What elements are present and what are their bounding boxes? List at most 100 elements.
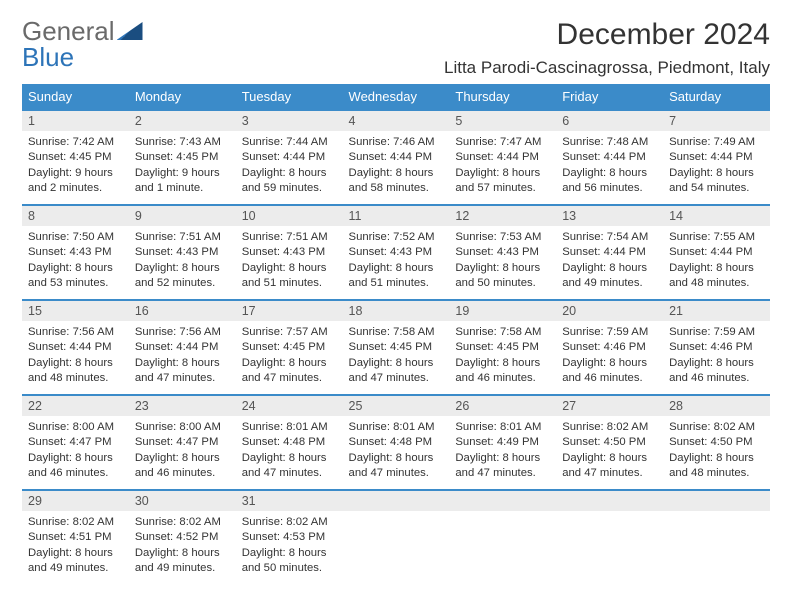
sunrise-line: Sunrise: 7:54 AM	[562, 231, 648, 243]
brand-triangle-icon	[117, 22, 143, 40]
brand-part2: Blue	[22, 42, 74, 72]
day-detail: Sunrise: 7:44 AM Sunset: 4:44 PM Daylight:…	[236, 131, 343, 205]
day-number: 20	[556, 300, 663, 321]
daylight-line: Daylight: 8 hours and 46 minutes.	[135, 452, 220, 479]
day-number: 4	[343, 110, 450, 131]
daylight-line: Daylight: 8 hours and 47 minutes.	[242, 357, 327, 384]
daylight-line: Daylight: 8 hours and 46 minutes.	[455, 357, 540, 384]
sunset-line: Sunset: 4:44 PM	[349, 151, 433, 163]
day-number: 30	[129, 490, 236, 511]
day-detail: Sunrise: 8:02 AMSunset: 4:50 PMDaylight:…	[663, 416, 770, 490]
day-number: 21	[663, 300, 770, 321]
sunrise-line: Sunrise: 8:02 AM	[135, 516, 221, 528]
daylight-line: Daylight: 8 hours and 46 minutes.	[28, 452, 113, 479]
daynum-row: 293031	[22, 490, 770, 511]
sunset-line: Sunset: 4:44 PM	[455, 151, 539, 163]
daylight-line: Daylight: 8 hours and 49 minutes.	[28, 547, 113, 574]
brand-text: General Blue	[22, 18, 143, 70]
sunrise-line: Sunrise: 7:59 AM	[669, 326, 755, 338]
weekday-sunday: Sunday	[22, 84, 129, 110]
sunset-line: Sunset: 4:44 PM	[669, 246, 753, 258]
day-number: 25	[343, 395, 450, 416]
sunrise-line: Sunrise: 7:48 AM	[562, 136, 648, 148]
day-detail: Sunrise: 8:01 AMSunset: 4:49 PMDaylight:…	[449, 416, 556, 490]
empty-cell	[343, 490, 450, 511]
sunset-line: Sunset: 4:48 PM	[349, 436, 433, 448]
sunrise-line: Sunrise: 7:51 AM	[135, 231, 221, 243]
sunset-line: Sunset: 4:47 PM	[28, 436, 112, 448]
daylight-line: Daylight: 8 hours and 47 minutes.	[349, 357, 434, 384]
sunset-line: Sunset: 4:43 PM	[28, 246, 112, 258]
day-number: 1	[22, 110, 129, 131]
sunset-line: Sunset: 4:53 PM	[242, 531, 326, 543]
daynum-row: 1234567	[22, 110, 770, 131]
empty-cell	[449, 490, 556, 511]
day-detail: Sunrise: 8:02 AMSunset: 4:52 PMDaylight:…	[129, 511, 236, 584]
daynum-row: 891011121314	[22, 205, 770, 226]
daylight-line: Daylight: 8 hours and 47 minutes.	[562, 452, 647, 479]
sunrise-line: Sunrise: 8:02 AM	[669, 421, 755, 433]
daylight-line: Daylight: 8 hours and 54 minutes.	[669, 167, 754, 194]
day-number: 14	[663, 205, 770, 226]
day-detail: Sunrise: 8:00 AMSunset: 4:47 PMDaylight:…	[129, 416, 236, 490]
sunrise-line: Sunrise: 8:01 AM	[349, 421, 435, 433]
sunset-line: Sunset: 4:46 PM	[669, 341, 753, 353]
daylight-line: Daylight: 8 hours and 47 minutes.	[349, 452, 434, 479]
calendar-table: Sunday Monday Tuesday Wednesday Thursday…	[22, 84, 770, 584]
daynum-row: 15161718192021	[22, 300, 770, 321]
daylight-line: Daylight: 8 hours and 47 minutes.	[242, 452, 327, 479]
day-number: 16	[129, 300, 236, 321]
sunset-line: Sunset: 4:45 PM	[28, 151, 112, 163]
weekday-thursday: Thursday	[449, 84, 556, 110]
empty-cell	[343, 511, 450, 584]
day-detail: Sunrise: 7:53 AMSunset: 4:43 PMDaylight:…	[449, 226, 556, 300]
daylight-line: Daylight: 9 hours and 2 minutes.	[28, 167, 113, 194]
sunset-line: Sunset: 4:45 PM	[455, 341, 539, 353]
daylight-line: Daylight: 8 hours and 58 minutes.	[349, 167, 434, 194]
sunrise-line: Sunrise: 7:44 AM	[242, 136, 328, 148]
empty-cell	[556, 511, 663, 584]
sunset-line: Sunset: 4:46 PM	[562, 341, 646, 353]
sunrise-line: Sunrise: 7:53 AM	[455, 231, 541, 243]
sunset-line: Sunset: 4:44 PM	[242, 151, 326, 163]
weekday-tuesday: Tuesday	[236, 84, 343, 110]
sunrise-line: Sunrise: 8:00 AM	[135, 421, 221, 433]
daylight-line: Daylight: 9 hours and 1 minute.	[135, 167, 220, 194]
sunrise-line: Sunrise: 8:01 AM	[242, 421, 328, 433]
daynum-row: 22232425262728	[22, 395, 770, 416]
sunrise-line: Sunrise: 8:02 AM	[242, 516, 328, 528]
sunrise-line: Sunrise: 7:43 AM	[135, 136, 221, 148]
day-detail: Sunrise: 7:59 AMSunset: 4:46 PMDaylight:…	[556, 321, 663, 395]
detail-row: Sunrise: 7:50 AMSunset: 4:43 PMDaylight:…	[22, 226, 770, 300]
sunset-line: Sunset: 4:51 PM	[28, 531, 112, 543]
sunrise-line: Sunrise: 8:02 AM	[28, 516, 114, 528]
day-number: 17	[236, 300, 343, 321]
sunset-line: Sunset: 4:45 PM	[349, 341, 433, 353]
day-number: 18	[343, 300, 450, 321]
detail-row: Sunrise: 8:02 AM Sunset: 4:51 PM Daylight:…	[22, 511, 770, 584]
sunrise-line: Sunrise: 7:51 AM	[242, 231, 328, 243]
day-detail: Sunrise: 7:59 AM Sunset: 4:46 PM Daylight:…	[663, 321, 770, 395]
weekday-header-row: Sunday Monday Tuesday Wednesday Thursday…	[22, 84, 770, 110]
day-detail: Sunrise: 7:56 AMSunset: 4:44 PMDaylight:…	[22, 321, 129, 395]
detail-row: Sunrise: 7:42 AMSunset: 4:45 PMDaylight:…	[22, 131, 770, 205]
daylight-line: Daylight: 8 hours and 53 minutes.	[28, 262, 113, 289]
day-detail: Sunrise: 7:43 AMSunset: 4:45 PMDaylight:…	[129, 131, 236, 205]
sunrise-line: Sunrise: 7:49 AM	[669, 136, 755, 148]
sunrise-line: Sunrise: 7:57 AM	[242, 326, 328, 338]
empty-cell	[449, 511, 556, 584]
daylight-line: Daylight: 8 hours and 56 minutes.	[562, 167, 647, 194]
day-detail: Sunrise: 7:50 AMSunset: 4:43 PMDaylight:…	[22, 226, 129, 300]
day-detail: Sunrise: 7:46 AMSunset: 4:44 PMDaylight:…	[343, 131, 450, 205]
daylight-line: Daylight: 8 hours and 46 minutes.	[669, 357, 754, 384]
sunset-line: Sunset: 4:52 PM	[135, 531, 219, 543]
day-detail: Sunrise: 7:58 AMSunset: 4:45 PMDaylight:…	[343, 321, 450, 395]
detail-row: Sunrise: 8:00 AM Sunset: 4:47 PM Daylight:…	[22, 416, 770, 490]
day-detail: Sunrise: 8:01 AM Sunset: 4:48 PM Daylight:…	[343, 416, 450, 490]
day-detail: Sunrise: 8:01 AMSunset: 4:48 PMDaylight:…	[236, 416, 343, 490]
day-detail: Sunrise: 7:51 AMSunset: 4:43 PMDaylight:…	[129, 226, 236, 300]
daylight-line: Daylight: 8 hours and 51 minutes.	[242, 262, 327, 289]
daylight-line: Daylight: 8 hours and 59 minutes.	[242, 167, 327, 194]
day-detail: Sunrise: 8:00 AMSunset: 4:47 PMDaylight:…	[22, 416, 129, 490]
sunset-line: Sunset: 4:45 PM	[242, 341, 326, 353]
